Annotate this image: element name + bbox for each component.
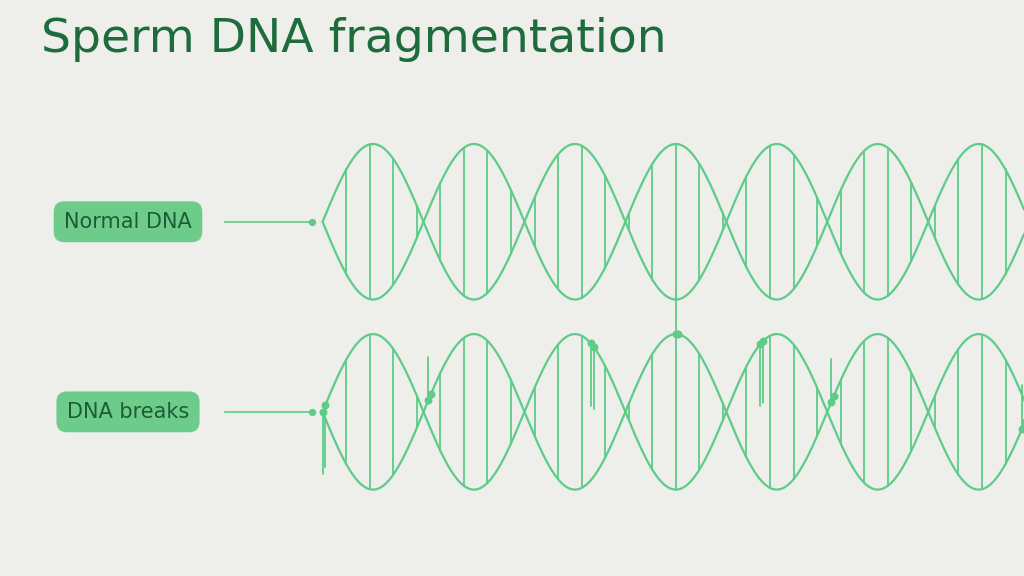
Point bbox=[304, 217, 321, 226]
Point bbox=[423, 389, 439, 398]
Text: Normal DNA: Normal DNA bbox=[65, 212, 191, 232]
Text: DNA breaks: DNA breaks bbox=[67, 402, 189, 422]
Point bbox=[1017, 418, 1024, 427]
Point bbox=[823, 397, 840, 407]
Point bbox=[420, 396, 436, 405]
Point bbox=[825, 391, 842, 400]
Point bbox=[753, 339, 769, 348]
Point bbox=[583, 339, 599, 348]
Text: Sperm DNA fragmentation: Sperm DNA fragmentation bbox=[41, 17, 667, 62]
Point bbox=[755, 336, 771, 346]
Point bbox=[668, 329, 684, 339]
Point bbox=[586, 342, 602, 351]
Point bbox=[317, 400, 334, 410]
Point bbox=[671, 329, 687, 339]
Point bbox=[1014, 424, 1024, 433]
Point bbox=[304, 407, 321, 416]
Point bbox=[314, 407, 331, 416]
